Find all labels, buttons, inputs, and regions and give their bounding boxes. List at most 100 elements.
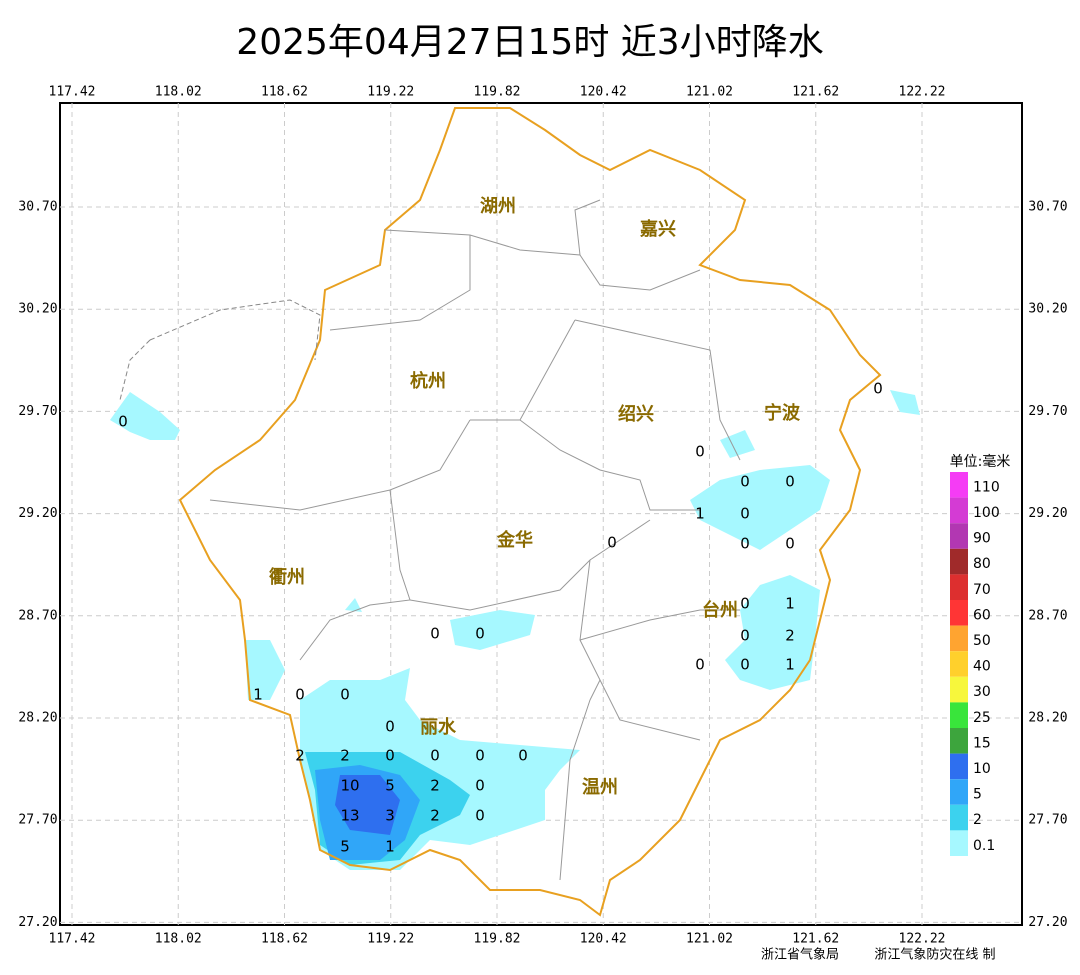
- legend-swatch: [950, 472, 968, 498]
- lat-tick-label: 28.70: [1028, 608, 1067, 623]
- station-value: 5: [340, 838, 350, 856]
- city-label: 衢州: [269, 566, 305, 588]
- city-label: 绍兴: [618, 403, 654, 425]
- station-value: 0: [518, 747, 528, 765]
- precip-areas: [110, 390, 920, 870]
- lon-tick-label: 121.62: [792, 85, 839, 100]
- station-value: 1: [695, 505, 705, 523]
- city-label: 杭州: [410, 370, 446, 392]
- map-title: 2025年04月27日15时 近3小时降水: [236, 22, 823, 63]
- legend-swatch: [950, 804, 968, 831]
- legend-swatch: [950, 702, 968, 728]
- legend-swatch: [950, 523, 968, 549]
- legend-label: 60: [973, 607, 991, 623]
- lon-tick-label: 118.02: [155, 932, 202, 947]
- lon-tick-label: 121.02: [686, 85, 733, 100]
- lat-tick-label: 28.20: [1028, 711, 1067, 726]
- lon-tick-label: 119.82: [474, 85, 521, 100]
- legend-label: 15: [973, 735, 991, 751]
- lat-tick-label: 29.70: [18, 404, 57, 419]
- city-label: 丽水: [420, 716, 457, 738]
- lon-tick-label: 118.62: [261, 932, 308, 947]
- legend-label: 5: [973, 787, 982, 803]
- station-value: 0: [475, 807, 485, 825]
- lat-tick-label: 30.20: [18, 302, 57, 317]
- legend-label: 25: [973, 710, 991, 726]
- lon-tick-label: 119.82: [474, 932, 521, 947]
- legend-label: 2: [973, 812, 982, 828]
- station-value: 0: [430, 625, 440, 643]
- station-value: 1: [253, 686, 263, 704]
- station-value: 5: [385, 777, 395, 795]
- city-label: 嘉兴: [639, 219, 676, 240]
- legend-swatch: [950, 625, 968, 652]
- city-label: 金华: [496, 529, 533, 551]
- legend-swatch: [950, 753, 968, 780]
- legend-swatch: [950, 497, 968, 524]
- footer-site: 浙江气象防灾在线 制: [874, 947, 995, 963]
- lat-tick-label: 27.20: [1028, 915, 1067, 930]
- legend-swatch: [950, 574, 968, 600]
- lon-tick-label: 119.22: [367, 85, 414, 100]
- station-value: 0: [295, 686, 305, 704]
- lon-tick-label: 118.02: [155, 85, 202, 100]
- lon-tick-label: 122.22: [899, 932, 946, 947]
- city-label: 宁波: [764, 402, 801, 424]
- station-value: 0: [118, 413, 128, 431]
- legend-swatch: [950, 548, 968, 575]
- legend-label: 10: [973, 761, 991, 777]
- city-label: 台州: [702, 599, 738, 621]
- station-value: 0: [695, 443, 705, 461]
- lon-tick-label: 117.42: [49, 932, 96, 947]
- legend-swatch: [950, 651, 968, 677]
- footer-agency: 浙江省气象局: [761, 947, 839, 963]
- station-value: 0: [475, 625, 485, 643]
- lat-tick-label: 30.70: [18, 200, 57, 215]
- city-label: 湖州: [480, 196, 516, 217]
- legend-label: 80: [973, 556, 991, 572]
- lat-tick-label: 29.70: [1028, 404, 1067, 419]
- station-value: 0: [607, 534, 617, 552]
- station-value: 0: [385, 747, 395, 765]
- legend-swatch: [950, 830, 968, 856]
- city-label: 温州: [582, 777, 618, 798]
- legend-label: 110: [973, 479, 1000, 495]
- station-value: 10: [340, 777, 359, 795]
- lat-tick-label: 28.20: [18, 711, 57, 726]
- legend-label: 50: [973, 633, 991, 649]
- lat-tick-label: 29.20: [1028, 506, 1067, 521]
- station-value: 1: [785, 656, 795, 674]
- city-borders: [209, 199, 741, 881]
- station-value: 0: [740, 627, 750, 645]
- legend-unit: 单位:毫米: [950, 453, 1011, 470]
- lon-tick-label: 121.02: [686, 932, 733, 947]
- lat-tick-label: 29.20: [18, 506, 57, 521]
- lat-tick-label: 30.20: [1028, 302, 1067, 317]
- station-value: 3: [385, 807, 395, 825]
- station-value: 0: [785, 535, 795, 553]
- lat-tick-label: 28.70: [18, 608, 57, 623]
- province-border: [178, 107, 882, 917]
- station-value: 0: [740, 505, 750, 523]
- neighbor-border: [119, 299, 321, 401]
- station-value: 0: [785, 473, 795, 491]
- legend-label: 30: [973, 684, 991, 700]
- station-value: 1: [385, 838, 395, 856]
- lon-tick-label: 121.62: [792, 932, 839, 947]
- station-value: 0: [740, 595, 750, 613]
- legend-swatch: [950, 676, 968, 703]
- station-value: 0: [475, 777, 485, 795]
- lat-tick-label: 27.70: [18, 813, 57, 828]
- station-value: 2: [430, 777, 440, 795]
- legend-label: 0.1: [973, 838, 995, 854]
- lat-tick-label: 27.70: [1028, 813, 1067, 828]
- lon-tick-label: 118.62: [261, 85, 308, 100]
- station-value: 13: [340, 807, 359, 825]
- station-value: 0: [430, 747, 440, 765]
- lon-tick-label: 117.42: [49, 85, 96, 100]
- lon-tick-label: 119.22: [367, 932, 414, 947]
- station-value: 0: [740, 656, 750, 674]
- station-value: 0: [740, 473, 750, 491]
- legend-label: 70: [973, 582, 991, 598]
